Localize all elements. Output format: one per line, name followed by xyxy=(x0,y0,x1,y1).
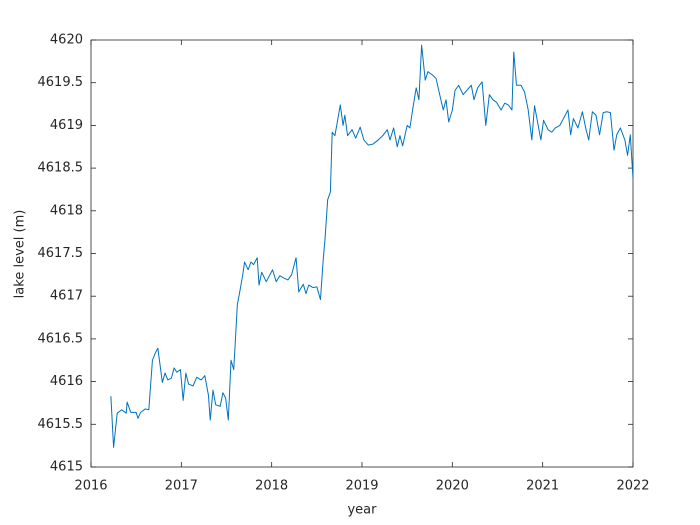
y-tick-label: 4619.5 xyxy=(38,75,84,90)
y-tick-label: 4617.5 xyxy=(38,246,84,261)
line-series xyxy=(110,44,634,448)
y-tick-label: 4615.5 xyxy=(38,417,84,432)
x-tick-label: 2017 xyxy=(165,479,198,494)
y-tick-label: 4619 xyxy=(50,118,83,133)
x-tick-label: 2021 xyxy=(526,479,559,494)
y-tick-label: 4615 xyxy=(50,460,83,475)
x-tick-label: 2020 xyxy=(436,479,469,494)
x-tick-label: 2018 xyxy=(255,479,288,494)
x-tick-label: 2019 xyxy=(345,479,378,494)
y-tick-label: 4617 xyxy=(50,289,83,304)
y-tick-label: 4618.5 xyxy=(38,161,84,176)
x-axis-label: year xyxy=(347,503,377,518)
y-tick-label: 4620 xyxy=(50,33,83,48)
y-tick-label: 4616.5 xyxy=(38,331,84,346)
x-tick-label: 2016 xyxy=(74,479,107,494)
y-axis-label: lake level (m) xyxy=(13,210,28,299)
y-tick-label: 4616 xyxy=(50,374,83,389)
x-tick-label: 2022 xyxy=(616,479,649,494)
y-tick-label: 4618 xyxy=(50,203,83,218)
plot-area xyxy=(90,39,634,468)
